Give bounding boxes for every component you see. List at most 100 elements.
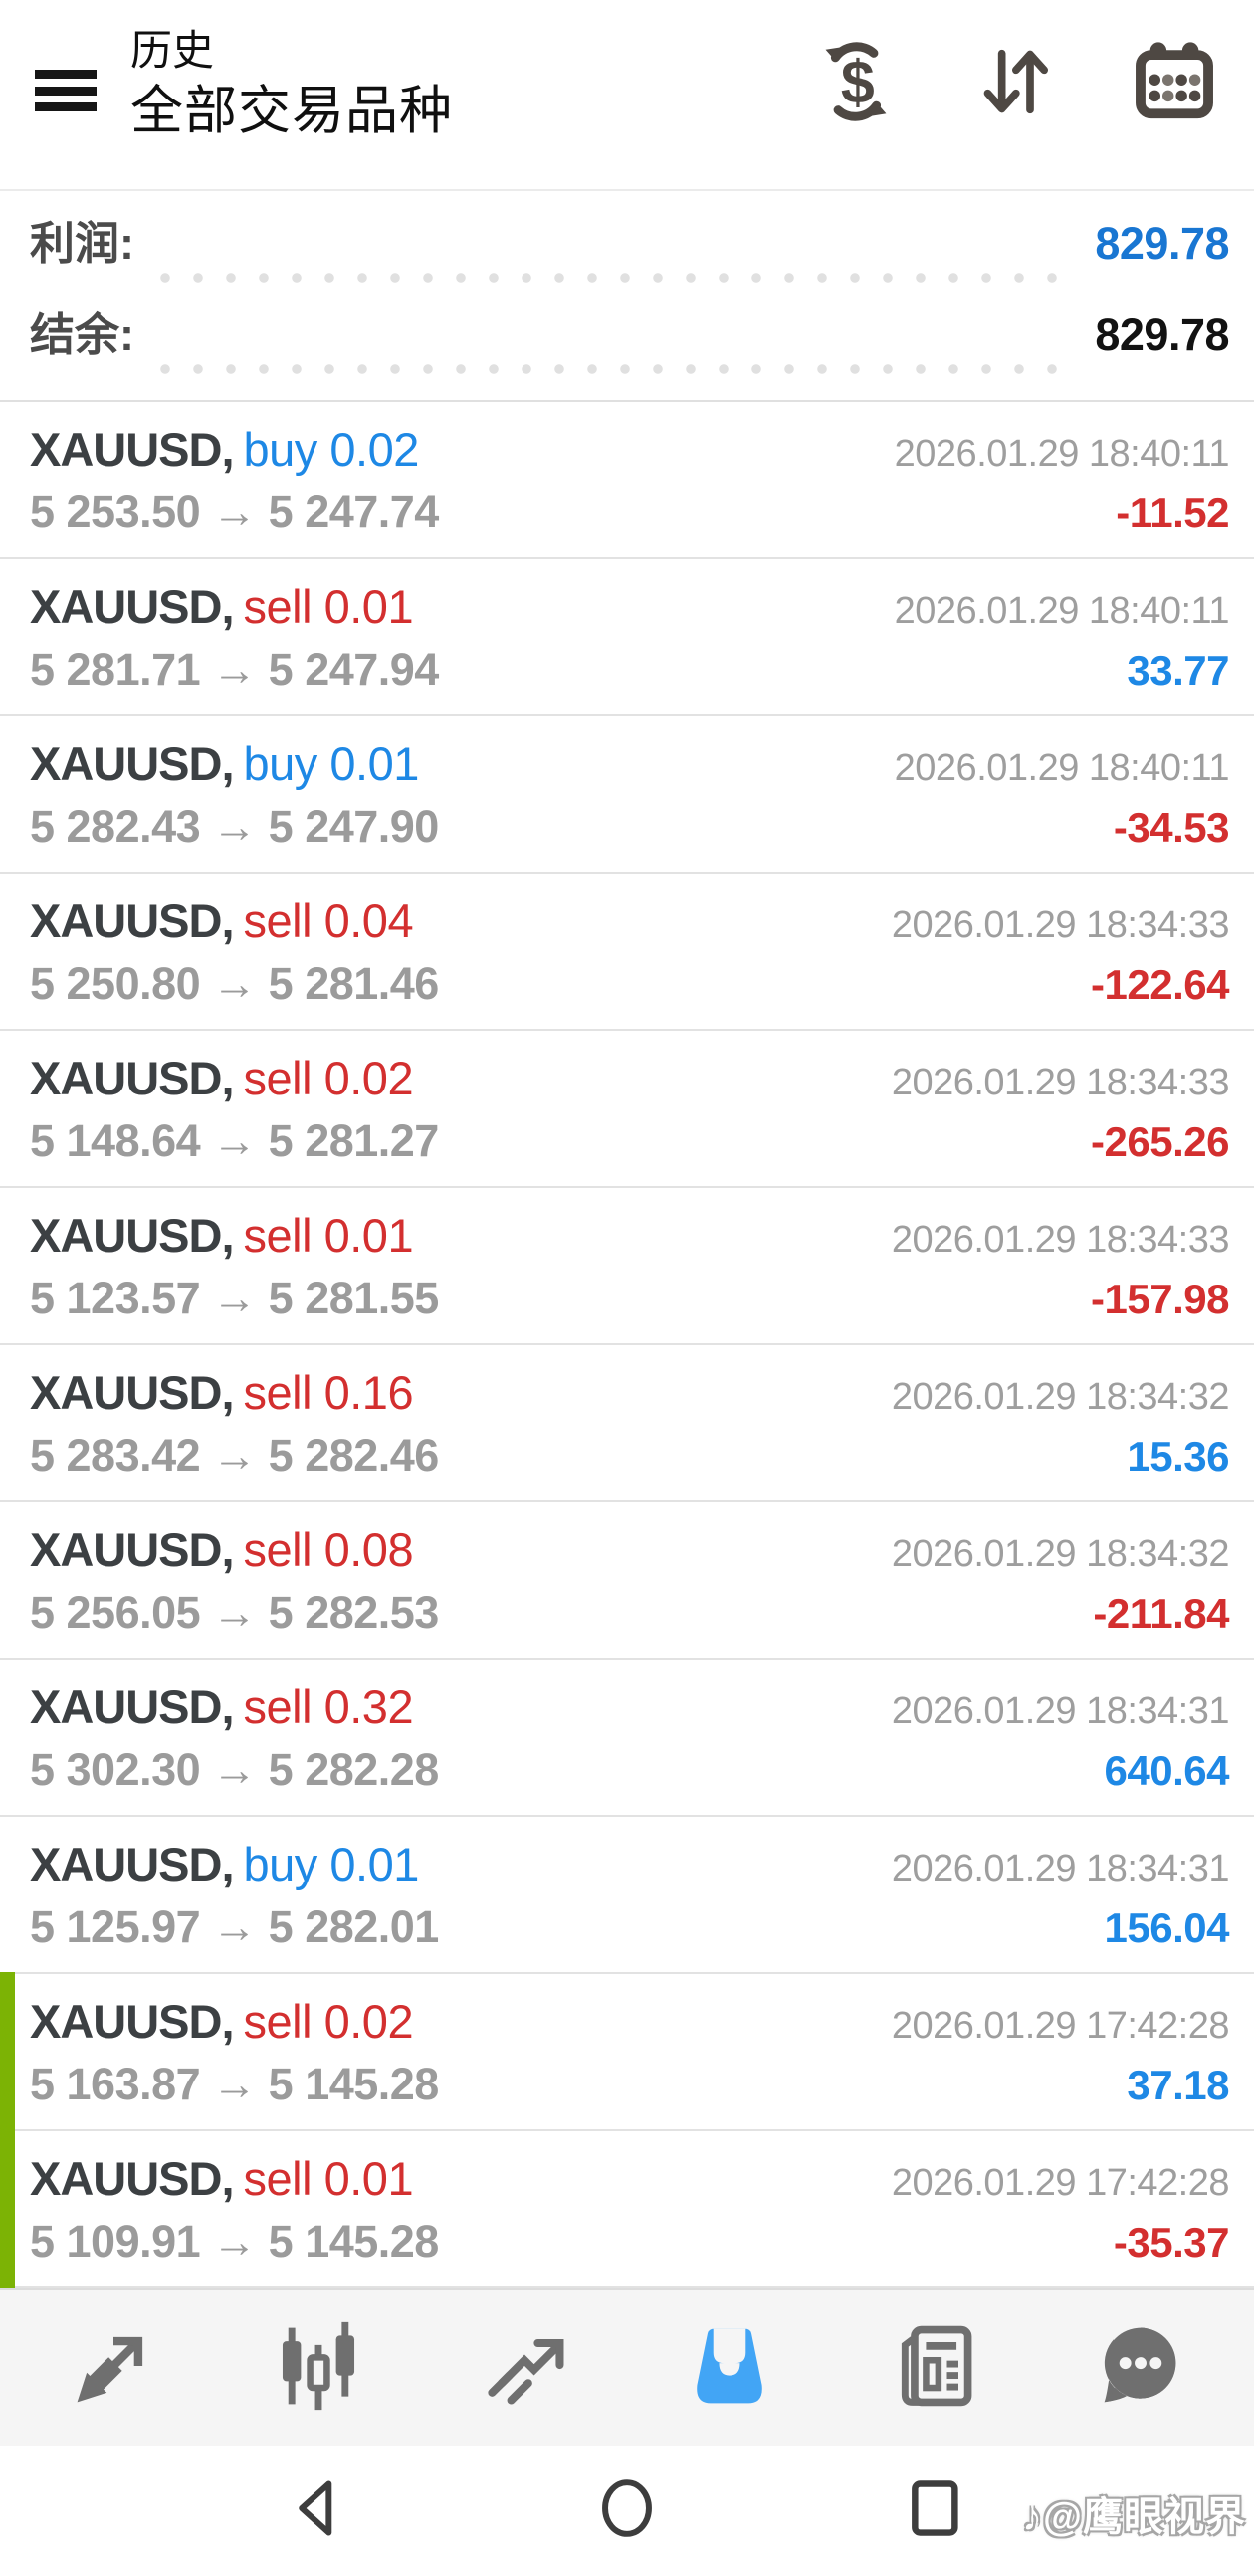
- tab-charts[interactable]: [271, 2320, 366, 2416]
- trade-datetime: 2026.01.29 17:42:28: [891, 2162, 1230, 2204]
- trade-row[interactable]: XAUUSD, sell 0.08 2026.01.29 18:34:32 5 2…: [0, 1502, 1254, 1660]
- home-icon: [596, 2477, 658, 2544]
- trade-prices: 5 125.97 → 5 282.01: [30, 1901, 439, 1952]
- trade-row[interactable]: XAUUSD, sell 0.32 2026.01.29 18:34:31 5 3…: [0, 1660, 1254, 1817]
- tab-news[interactable]: [888, 2320, 983, 2416]
- trades-list: XAUUSD, buy 0.02 2026.01.29 18:40:11 5 25…: [0, 402, 1254, 2288]
- trade-side-volume: sell 0.02: [243, 1995, 414, 2048]
- trade-symbol: XAUUSD,: [30, 1838, 235, 1890]
- trade-title: XAUUSD, sell 0.08: [30, 1522, 414, 1577]
- trade-title: XAUUSD, sell 0.02: [30, 1051, 414, 1105]
- trade-profit: 33.77: [1127, 647, 1229, 694]
- recents-icon: [905, 2477, 966, 2544]
- dotted-leader: [160, 364, 1074, 374]
- balance-label: 结余:: [30, 309, 134, 360]
- trade-prices: 5 123.57 → 5 281.55: [30, 1273, 439, 1323]
- trade-row[interactable]: XAUUSD, buy 0.02 2026.01.29 18:40:11 5 25…: [0, 402, 1254, 559]
- trade-symbol: XAUUSD,: [30, 1052, 235, 1104]
- trade-symbol: XAUUSD,: [30, 2152, 235, 2205]
- calendar-icon: [1132, 39, 1217, 129]
- trade-datetime: 2026.01.29 18:34:33: [891, 904, 1230, 946]
- trade-row[interactable]: XAUUSD, sell 0.04 2026.01.29 18:34:33 5 2…: [0, 874, 1254, 1031]
- trade-prices: 5 253.50 → 5 247.74: [30, 487, 439, 537]
- tab-history[interactable]: [682, 2320, 777, 2416]
- trade-title: XAUUSD, sell 0.01: [30, 2151, 414, 2206]
- trade-prices: 5 282.43 → 5 247.90: [30, 801, 439, 852]
- dotted-leader: [160, 273, 1074, 283]
- balance-row: 结余: 829.78: [30, 298, 1229, 390]
- trade-title: XAUUSD, buy 0.01: [30, 1837, 419, 1891]
- trade-datetime: 2026.01.29 18:34:33: [891, 1219, 1230, 1261]
- trade-title: XAUUSD, sell 0.01: [30, 1208, 414, 1263]
- trade-profit: -11.52: [1116, 490, 1229, 536]
- balance-value: 829.78: [1095, 309, 1229, 360]
- symbol-filter-title[interactable]: 全部交易品种: [130, 82, 453, 141]
- trade-row[interactable]: XAUUSD, sell 0.01 2026.01.29 17:42:28 5 1…: [0, 2129, 1254, 2288]
- trade-title: XAUUSD, sell 0.16: [30, 1365, 414, 1420]
- trade-icon: [479, 2320, 570, 2417]
- profit-value: 829.78: [1095, 218, 1229, 269]
- trade-row[interactable]: XAUUSD, buy 0.01 2026.01.29 18:40:11 5 28…: [0, 716, 1254, 874]
- trade-profit: -34.53: [1113, 804, 1230, 851]
- sort-button[interactable]: [971, 40, 1059, 127]
- trade-prices: 5 148.64 → 5 281.27: [30, 1115, 439, 1166]
- android-navbar: ♪@鹰眼视界: [0, 2446, 1254, 2576]
- trade-symbol: XAUUSD,: [30, 580, 235, 633]
- back-icon: [288, 2477, 349, 2544]
- trade-datetime: 2026.01.29 18:34:33: [891, 1062, 1230, 1103]
- page-title: 历史: [130, 27, 215, 74]
- sort-icon: [975, 42, 1055, 126]
- trade-profit: 15.36: [1127, 1433, 1229, 1480]
- summary-panel: 利润: 829.78 结余: 829.78: [0, 189, 1254, 402]
- profit-label: 利润:: [30, 218, 134, 269]
- tab-quotes[interactable]: [66, 2320, 161, 2416]
- trade-prices: 5 283.42 → 5 282.46: [30, 1430, 439, 1481]
- trade-datetime: 2026.01.29 18:34:32: [891, 1376, 1230, 1418]
- trade-symbol: XAUUSD,: [30, 737, 235, 790]
- trade-side-volume: buy 0.02: [243, 423, 420, 476]
- trade-row[interactable]: XAUUSD, sell 0.16 2026.01.29 18:34:32 5 2…: [0, 1345, 1254, 1502]
- trade-title: XAUUSD, sell 0.02: [30, 1994, 414, 2049]
- home-button[interactable]: [595, 2479, 659, 2543]
- trade-datetime: 2026.01.29 18:34:32: [891, 1533, 1230, 1575]
- menu-button[interactable]: [35, 70, 97, 111]
- trade-side-volume: sell 0.01: [243, 1209, 414, 1262]
- trade-symbol: XAUUSD,: [30, 1523, 235, 1576]
- trade-row[interactable]: XAUUSD, sell 0.02 2026.01.29 17:42:28 5 1…: [0, 1972, 1254, 2131]
- trade-profit: -122.64: [1091, 961, 1229, 1008]
- trade-row[interactable]: XAUUSD, sell 0.01 2026.01.29 18:34:33 5 1…: [0, 1188, 1254, 1345]
- trade-symbol: XAUUSD,: [30, 423, 235, 476]
- trade-row[interactable]: XAUUSD, sell 0.01 2026.01.29 18:40:11 5 2…: [0, 559, 1254, 716]
- trade-prices: 5 250.80 → 5 281.46: [30, 958, 439, 1009]
- trade-symbol: XAUUSD,: [30, 894, 235, 947]
- trade-side-volume: sell 0.16: [243, 1366, 414, 1419]
- calendar-button[interactable]: [1131, 40, 1218, 127]
- tab-trade[interactable]: [477, 2320, 572, 2416]
- currency-toggle-button[interactable]: $: [812, 40, 900, 127]
- trade-side-volume: sell 0.04: [243, 894, 414, 947]
- trade-row[interactable]: XAUUSD, buy 0.01 2026.01.29 18:34:31 5 12…: [0, 1817, 1254, 1974]
- trade-side-volume: buy 0.01: [243, 737, 420, 790]
- back-button[interactable]: [287, 2479, 350, 2543]
- trade-row[interactable]: XAUUSD, sell 0.02 2026.01.29 18:34:33 5 1…: [0, 1031, 1254, 1188]
- trade-profit: -211.84: [1093, 1590, 1229, 1637]
- trade-datetime: 2026.01.29 18:40:11: [894, 590, 1230, 632]
- bottom-toolbar: [0, 2288, 1254, 2446]
- trade-datetime: 2026.01.29 18:34:31: [891, 1690, 1230, 1732]
- trade-datetime: 2026.01.29 18:40:11: [894, 433, 1230, 475]
- trade-side-volume: sell 0.01: [243, 580, 414, 633]
- trade-side-volume: sell 0.02: [243, 1052, 414, 1104]
- trade-symbol: XAUUSD,: [30, 1209, 235, 1262]
- trade-prices: 5 281.71 → 5 247.94: [30, 644, 439, 694]
- trade-profit: 640.64: [1104, 1747, 1230, 1794]
- trade-prices: 5 109.91 → 5 145.28: [30, 2216, 439, 2267]
- music-note-icon: ♪: [1021, 2495, 1043, 2539]
- trade-profit: 156.04: [1104, 1904, 1230, 1951]
- messages-icon: [1095, 2320, 1186, 2417]
- tab-messages[interactable]: [1093, 2320, 1188, 2416]
- trade-title: XAUUSD, sell 0.32: [30, 1680, 414, 1734]
- trade-datetime: 2026.01.29 17:42:28: [891, 2005, 1230, 2047]
- profit-row: 利润: 829.78: [30, 207, 1229, 298]
- trade-profit: 37.18: [1127, 2062, 1229, 2108]
- recents-button[interactable]: [904, 2479, 967, 2543]
